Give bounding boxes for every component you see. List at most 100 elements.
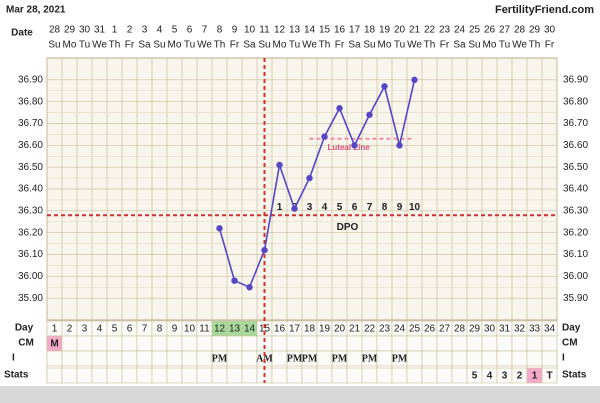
date-label: 29 [64,25,76,36]
temperature-line [218,79,416,289]
temperature-point [291,205,298,212]
cell [376,367,393,384]
cell [196,350,213,367]
y-tick-label: 36.80 [563,96,588,107]
y-tick-label: 35.90 [563,293,588,304]
weekday-label: We [512,40,527,51]
temperature-point [306,174,313,182]
cell [226,367,243,384]
cell [451,350,468,367]
row-label: CM [18,338,34,349]
weekday-label: We [92,40,107,51]
cell [61,335,78,352]
row-label: Day [15,323,34,334]
chart-title: Mar 28, 2021 [6,5,66,16]
date-label: 28 [514,25,526,36]
weekday-label: Sa [453,40,466,51]
dpo-label: 3 [307,202,313,213]
cell [226,350,243,367]
cell [301,367,318,384]
temperature-point [381,83,388,90]
dpo-label: 6 [352,202,358,213]
date-label: 13 [289,25,301,36]
cell [496,350,513,367]
y-tick-label: 36.20 [563,227,588,238]
cell [541,335,558,352]
intercourse-label: PM [212,353,228,364]
y-tick-label: 36.10 [18,249,43,260]
day-label: 10 [184,324,196,335]
footer-band [0,386,600,403]
weekday-label: Mo [63,40,77,51]
weekday-label: Sa [138,40,151,51]
temperature-point [411,76,418,84]
cell [481,350,498,367]
cell [211,335,228,352]
dpo-label: 5 [337,202,343,213]
weekday-label: Su [258,40,270,51]
cell [196,367,213,384]
cell [466,350,483,367]
y-tick-label: 36.70 [563,118,588,129]
date-label: 27 [499,25,511,36]
cell [166,367,183,384]
weekday-label: Mo [168,40,182,51]
cell [286,367,303,384]
y-tick-label: 36.30 [563,205,588,216]
cell [421,367,438,384]
cell [346,350,363,367]
cell [121,335,138,352]
day-label: 3 [82,324,88,335]
date-label: 24 [454,25,466,36]
weekday-label: Fr [335,40,345,51]
day-label: 18 [304,324,316,335]
temperature-point [216,225,223,232]
row-label: Day [562,323,581,334]
cell [316,350,333,367]
cell [181,367,198,384]
weekday-label: Tu [394,40,405,51]
cell [241,367,258,384]
y-tick-label: 36.60 [563,140,588,151]
cell [436,335,453,352]
cell [76,367,93,384]
y-tick-label: 36.00 [18,271,43,282]
date-label: 20 [394,25,406,36]
weekday-label: Th [424,40,436,51]
day-label: 20 [334,324,346,335]
temperature-point [276,161,283,169]
date-label: 23 [439,25,451,36]
weekday-label: Mo [273,40,287,51]
weekday-label: Su [48,40,60,51]
dpo-title: DPO [337,222,359,233]
cell [331,367,348,384]
intercourse-label: PM [362,353,378,364]
cell [346,367,363,384]
cell [181,335,198,352]
weekday-label: We [302,40,317,51]
date-label: 25 [469,25,481,36]
day-label: 21 [349,324,361,335]
cm-label: M [50,339,58,350]
cell [241,350,258,367]
cell [136,367,153,384]
site-name: FertilityFriend.com [495,4,594,16]
temperature-point [351,142,358,149]
dpo-label: 7 [367,202,373,213]
date-label: 30 [79,25,91,36]
cell [526,350,543,367]
y-tick-label: 36.60 [18,140,43,151]
y-tick-label: 36.50 [563,162,588,173]
weekday-label: Tu [79,40,90,51]
cell [196,335,213,352]
weekday-label: Fr [545,40,555,51]
date-label: 10 [244,25,256,36]
stats-label: 1 [532,371,538,382]
date-label: 26 [484,25,496,36]
cell [406,350,423,367]
y-tick-label: 36.90 [563,74,588,85]
date-label: 5 [172,25,178,36]
temperature-point [231,277,238,284]
cell [106,367,123,384]
